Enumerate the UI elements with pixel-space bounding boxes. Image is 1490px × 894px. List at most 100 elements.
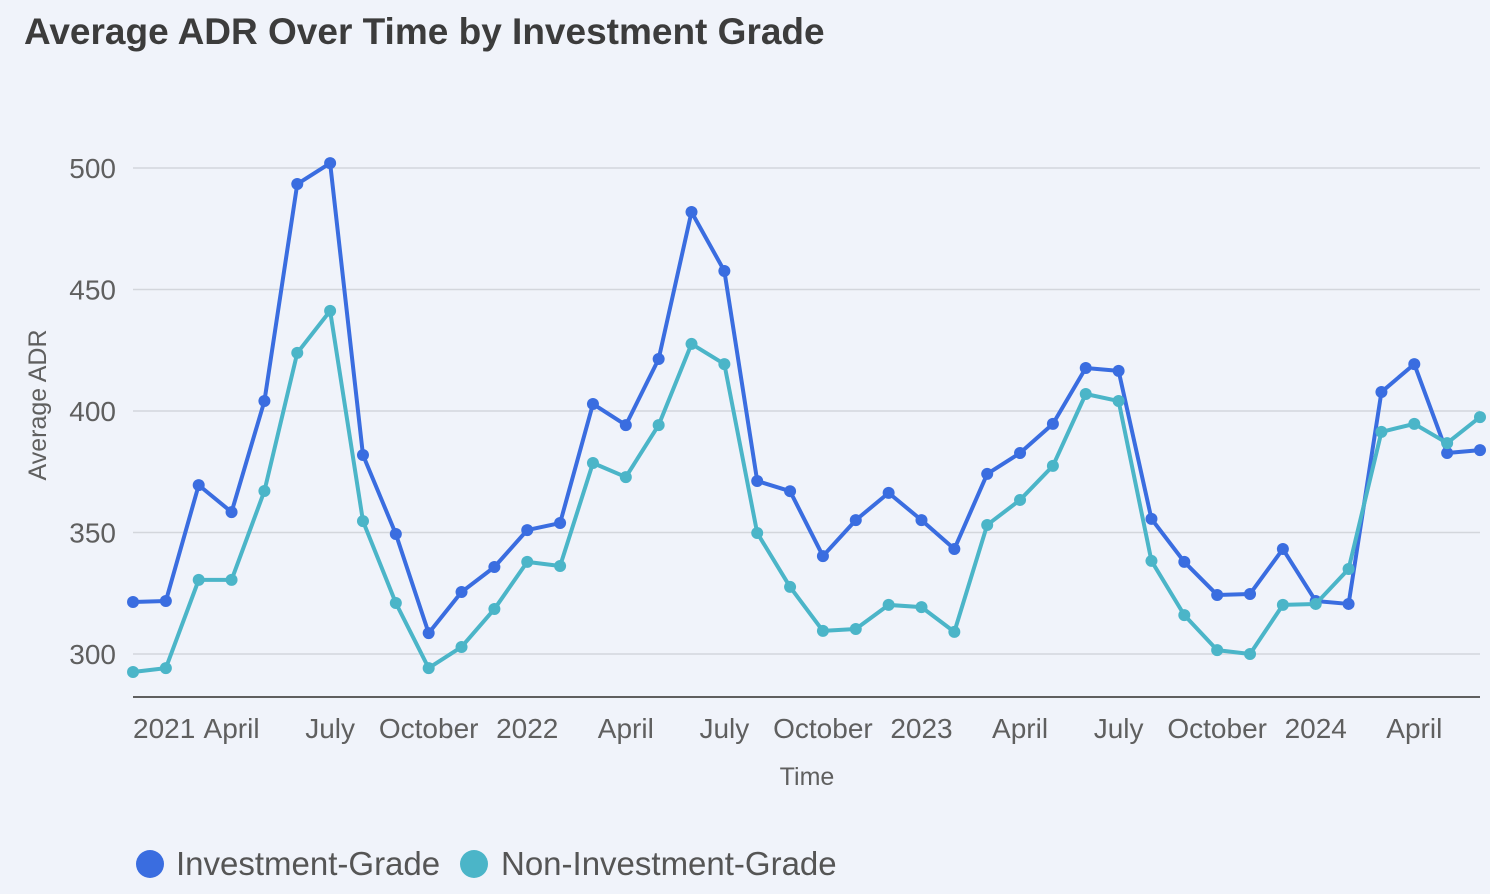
- data-point[interactable]: [488, 561, 501, 574]
- data-point[interactable]: [258, 395, 271, 408]
- data-point[interactable]: [1178, 555, 1191, 568]
- data-point[interactable]: [751, 526, 764, 539]
- data-point[interactable]: [915, 514, 928, 527]
- x-tick-label: 2024: [1285, 713, 1347, 744]
- legend-item-non-investment-grade[interactable]: Non-Investment-Grade: [460, 845, 837, 882]
- data-point[interactable]: [1079, 387, 1092, 400]
- data-point[interactable]: [981, 518, 994, 531]
- data-point[interactable]: [521, 524, 534, 537]
- data-point[interactable]: [422, 627, 435, 640]
- data-point[interactable]: [948, 625, 961, 638]
- data-point[interactable]: [1276, 543, 1289, 556]
- series-investment-grade: [127, 157, 1486, 640]
- data-point[interactable]: [192, 479, 205, 492]
- data-point[interactable]: [324, 304, 337, 317]
- data-point[interactable]: [948, 543, 961, 556]
- data-point[interactable]: [1046, 417, 1059, 430]
- data-point[interactable]: [619, 419, 632, 432]
- data-point[interactable]: [1211, 644, 1224, 657]
- legend: Investment-Grade Non-Investment-Grade: [136, 845, 837, 882]
- data-point[interactable]: [784, 485, 797, 498]
- x-tick-label: October: [1167, 713, 1267, 744]
- data-point[interactable]: [784, 580, 797, 593]
- data-point[interactable]: [882, 598, 895, 611]
- data-point[interactable]: [127, 595, 139, 608]
- data-point[interactable]: [159, 595, 172, 608]
- data-point[interactable]: [488, 603, 501, 616]
- data-point[interactable]: [324, 157, 337, 170]
- data-point[interactable]: [389, 527, 402, 540]
- data-point[interactable]: [1441, 447, 1454, 460]
- data-point[interactable]: [586, 457, 599, 470]
- data-point[interactable]: [455, 586, 468, 599]
- data-point[interactable]: [422, 662, 435, 675]
- data-point[interactable]: [1375, 425, 1388, 438]
- data-point[interactable]: [718, 265, 731, 278]
- data-point[interactable]: [1112, 395, 1125, 408]
- data-point[interactable]: [225, 506, 238, 519]
- data-point[interactable]: [291, 178, 304, 191]
- data-point[interactable]: [685, 337, 698, 350]
- data-point[interactable]: [915, 601, 928, 614]
- data-point[interactable]: [652, 352, 665, 365]
- data-point[interactable]: [1145, 554, 1158, 567]
- data-point[interactable]: [1046, 459, 1059, 472]
- data-point[interactable]: [554, 517, 567, 530]
- data-point[interactable]: [192, 573, 205, 586]
- data-point[interactable]: [1211, 588, 1224, 601]
- data-point[interactable]: [816, 624, 829, 637]
- y-tick-label: 400: [69, 396, 116, 427]
- data-point[interactable]: [882, 486, 895, 499]
- x-tick-label: April: [204, 713, 260, 744]
- data-point[interactable]: [127, 665, 139, 678]
- data-point[interactable]: [685, 205, 698, 218]
- data-point[interactable]: [455, 640, 468, 653]
- data-point[interactable]: [1112, 364, 1125, 377]
- data-point[interactable]: [751, 474, 764, 487]
- data-point[interactable]: [258, 484, 271, 497]
- data-point[interactable]: [554, 560, 567, 573]
- x-tick-label: October: [379, 713, 479, 744]
- data-point[interactable]: [1408, 417, 1421, 430]
- data-point[interactable]: [652, 419, 665, 432]
- data-point[interactable]: [849, 514, 862, 527]
- data-point[interactable]: [1014, 447, 1027, 460]
- data-point[interactable]: [1276, 598, 1289, 611]
- data-point[interactable]: [1079, 361, 1092, 374]
- data-point[interactable]: [1342, 597, 1355, 610]
- data-point[interactable]: [389, 596, 402, 609]
- x-tick-label: October: [773, 713, 873, 744]
- data-point[interactable]: [159, 662, 172, 675]
- data-point[interactable]: [291, 346, 304, 359]
- data-point[interactable]: [1408, 358, 1421, 371]
- y-tick-label: 500: [69, 153, 116, 184]
- data-point[interactable]: [1375, 386, 1388, 399]
- data-point[interactable]: [1342, 562, 1355, 575]
- data-point[interactable]: [521, 555, 534, 568]
- x-tick-label: April: [1386, 713, 1442, 744]
- data-point[interactable]: [1244, 648, 1257, 660]
- legend-item-investment-grade[interactable]: Investment-Grade: [136, 845, 440, 882]
- data-point[interactable]: [1244, 587, 1257, 600]
- data-point[interactable]: [1309, 597, 1322, 610]
- data-point[interactable]: [1474, 411, 1486, 424]
- data-point[interactable]: [718, 358, 731, 371]
- data-point[interactable]: [356, 515, 369, 528]
- x-tick-label: July: [305, 713, 355, 744]
- legend-label: Investment-Grade: [176, 845, 440, 882]
- data-point[interactable]: [816, 550, 829, 563]
- data-point[interactable]: [1145, 512, 1158, 525]
- data-point[interactable]: [619, 471, 632, 484]
- data-point[interactable]: [849, 622, 862, 635]
- data-point[interactable]: [1014, 493, 1027, 506]
- data-point[interactable]: [1441, 437, 1454, 450]
- x-tick-label: 2021: [133, 713, 195, 744]
- y-tick-label: 450: [69, 275, 116, 306]
- data-point[interactable]: [1178, 609, 1191, 622]
- data-point[interactable]: [356, 448, 369, 461]
- legend-label: Non-Investment-Grade: [501, 845, 837, 882]
- data-point[interactable]: [586, 397, 599, 410]
- data-point[interactable]: [981, 467, 994, 480]
- data-point[interactable]: [225, 573, 238, 586]
- data-point[interactable]: [1474, 444, 1486, 457]
